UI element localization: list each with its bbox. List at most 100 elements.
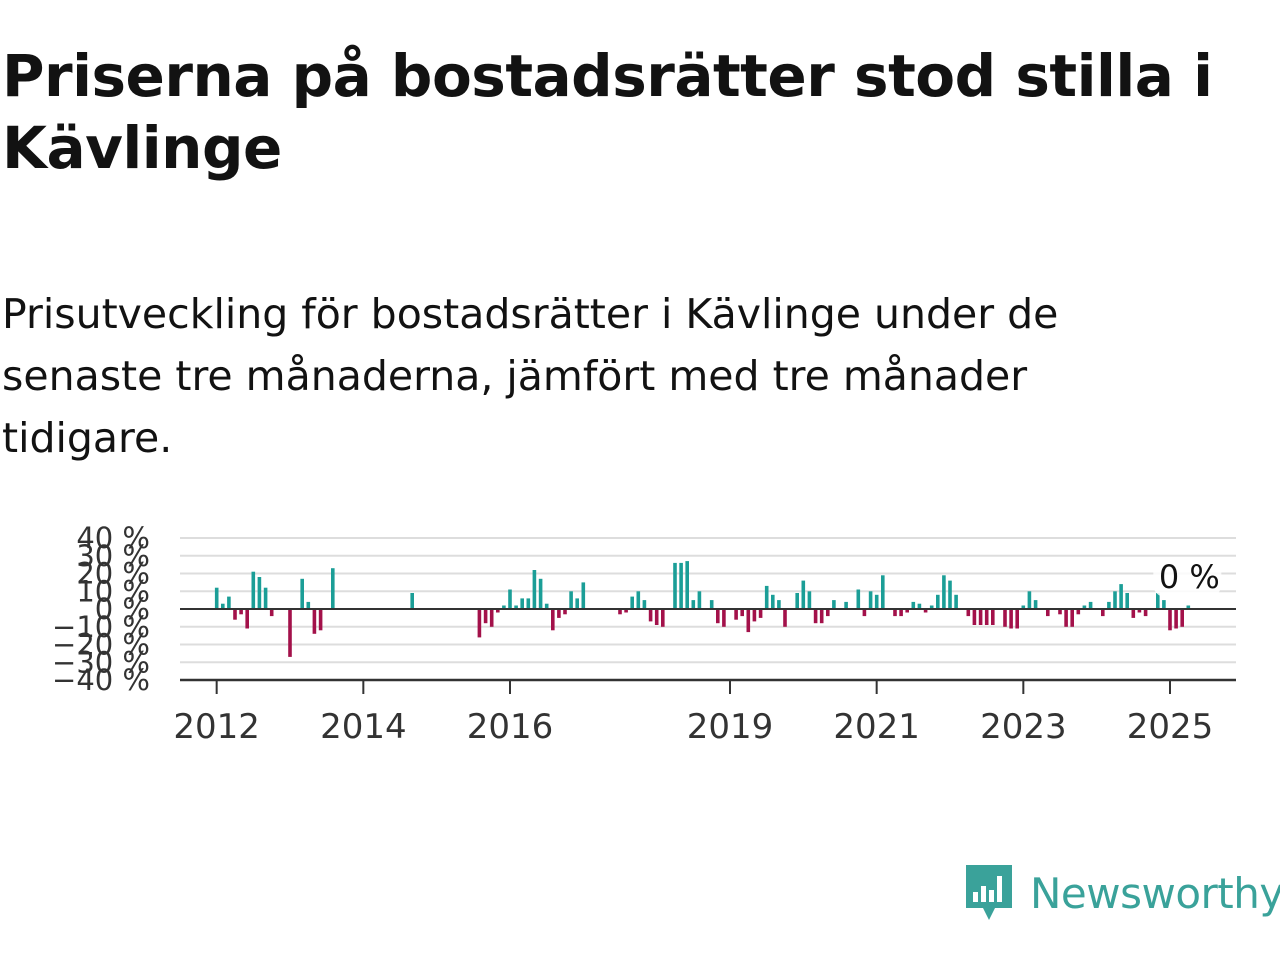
bar [832,600,836,609]
bar [862,609,867,617]
bar [544,603,549,609]
bar [795,593,799,609]
bar [984,609,989,625]
bar [557,609,561,618]
x-tick-label: 2014 [320,707,407,740]
bar [1021,605,1026,609]
chart-subtitle: Prisutveckling för bostadsrätter i Kävli… [2,290,1059,462]
bar [893,609,897,617]
bar [1009,609,1013,629]
x-tick-label: 2023 [980,707,1067,740]
bar [758,609,763,618]
bar [1143,609,1148,617]
bar [477,609,482,638]
bar [972,609,977,625]
y-tick-label: −40 % [52,663,150,697]
bar [551,609,555,631]
bar [214,587,219,609]
bar [1119,584,1123,609]
bar [673,562,677,609]
newsworthy-logo: Newsworthy [962,862,1280,924]
y-tick-label: 40 % [76,521,150,555]
bar [288,609,292,657]
bar [911,601,916,609]
bar [1186,605,1191,609]
y-tick-label: 20 % [76,557,150,591]
bar [1058,609,1062,615]
bar [978,609,983,625]
bar [734,609,738,620]
gridlines [180,537,1236,664]
bar [331,568,335,609]
bar [648,609,653,622]
bar [1076,609,1081,615]
bar [1168,609,1172,631]
bar [245,609,249,629]
bar [661,609,665,627]
y-tick-label: 10 % [76,574,150,608]
bar [1082,605,1087,609]
bar [1070,609,1074,627]
y-axis-ticks: 40 %30 %20 %10 %0 %−10 %−20 %−30 %−40 % [52,521,150,697]
bar [1174,609,1178,629]
bar [685,561,689,609]
bar [227,596,231,609]
bar [654,609,659,625]
newsworthy-bar-chart-logo-icon [966,865,1012,920]
bar [1033,600,1038,609]
y-tick-label: −20 % [52,628,150,662]
bar [1064,609,1068,627]
bars [214,561,1191,657]
bar [318,609,323,631]
bar [679,562,683,609]
bar [269,609,274,617]
bar [221,603,225,609]
bar [251,571,256,609]
bar [1015,609,1019,629]
x-tick-label: 2025 [1127,707,1214,740]
bar [1162,600,1166,609]
bar [410,593,414,609]
bar [801,580,806,609]
bar [917,603,922,609]
bar [1027,591,1032,610]
bar [636,591,641,610]
bar [563,609,567,615]
bar [526,598,531,609]
x-tick-label: 2021 [833,707,920,740]
bar [263,587,268,609]
brand-name: Newsworthy [1030,868,1280,918]
bar [991,609,995,625]
bar [508,589,512,609]
bar [819,609,824,624]
bar [233,609,237,620]
bar [569,591,573,610]
bar [532,570,537,609]
bar [581,582,586,609]
bar [538,578,543,609]
bar [874,594,879,609]
bar [483,609,488,624]
chart-title: Priserna på bostadsrätter stod stilla i … [2,42,1213,182]
bar [844,601,848,609]
bar [514,605,518,609]
bar [1088,601,1093,609]
annotation-label: 0 % [1159,558,1220,596]
bar [312,609,317,634]
price-change-bar-chart: 40 %30 %20 %10 %0 %−10 %−20 %−30 %−40 % … [52,521,1236,740]
bar [777,600,781,609]
bar [813,609,818,624]
bar [306,601,311,609]
bar [257,577,262,609]
x-tick-label: 2019 [687,707,774,740]
bar [1131,609,1136,618]
latest-value-annotation: 0 % [1153,557,1222,597]
bar [1003,609,1007,627]
bar [905,609,909,613]
bar [936,594,940,609]
bar [899,609,903,617]
bar [740,609,744,617]
bar [716,609,720,624]
y-tick-label: 30 % [76,539,150,573]
bar [722,609,726,627]
